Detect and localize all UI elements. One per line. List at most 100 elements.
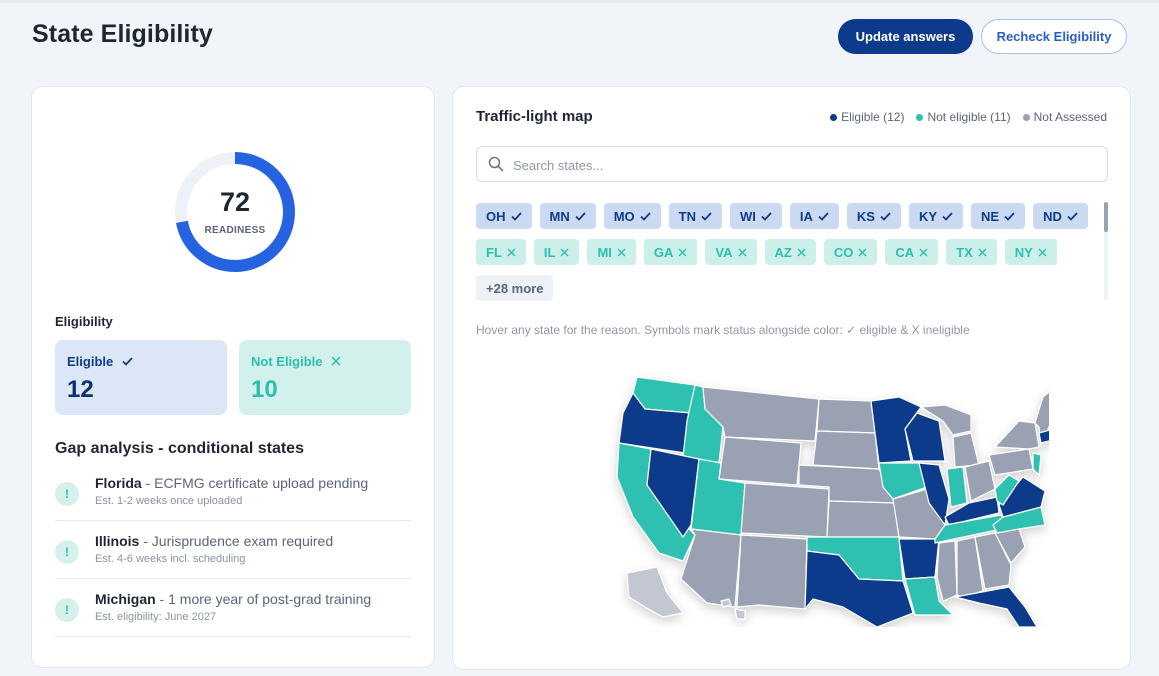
map-state-wi[interactable] <box>904 412 946 462</box>
state-chip-label: TX <box>956 244 973 260</box>
map-state-ma[interactable] <box>1038 429 1049 444</box>
state-chip-ga[interactable]: GA <box>643 239 698 265</box>
map-state-ar[interactable] <box>898 538 940 580</box>
map-state-ia[interactable] <box>878 462 928 500</box>
eligible-count-tile[interactable]: Eligible 12 <box>55 340 227 415</box>
legend-label: Not Assessed <box>1033 110 1107 124</box>
map-state-in[interactable] <box>946 466 968 508</box>
state-chip-label: VA <box>715 244 733 260</box>
map-state-ms[interactable] <box>936 540 958 602</box>
legend-dot <box>1022 113 1030 121</box>
map-state-co[interactable] <box>740 482 830 538</box>
state-chip-oh[interactable]: OH <box>476 203 532 229</box>
state-chip-wi[interactable]: WI <box>730 203 782 229</box>
map-state-wv[interactable] <box>994 474 1020 506</box>
state-chip-label: OH <box>486 208 506 224</box>
legend-not-eligible: Not eligible (11) <box>916 110 1011 124</box>
state-chip-label: KY <box>918 208 938 224</box>
us-traffic-light-map[interactable] <box>599 357 1049 627</box>
map-state-pa[interactable] <box>988 448 1034 476</box>
state-chip-il[interactable]: IL <box>533 239 580 265</box>
x-icon <box>617 248 626 256</box>
gap-analysis-title: Gap analysis - conditional states <box>55 440 304 457</box>
x-icon <box>797 248 806 256</box>
state-chip-fl[interactable]: FL <box>476 239 526 265</box>
gap-reason: - Jurisprudence exam required <box>139 533 334 549</box>
map-state-nj[interactable] <box>1032 452 1042 476</box>
check-icon <box>1067 211 1078 221</box>
state-chip-label: TN <box>678 208 697 224</box>
map-state-oh[interactable] <box>964 460 996 502</box>
state-chip-ks[interactable]: KS <box>846 203 901 229</box>
gap-estimate: Est. eligibility: June 2027 <box>95 611 217 623</box>
check-icon <box>942 211 953 221</box>
state-chip-ia[interactable]: IA <box>789 203 839 229</box>
not-eligible-count-tile[interactable]: Not Eligible 10 <box>239 340 411 415</box>
map-state-la[interactable] <box>904 576 954 616</box>
scroll-thumb[interactable] <box>1104 202 1108 232</box>
state-chip-label: IL <box>543 244 556 260</box>
gap-state-name: Illinois <box>95 533 140 549</box>
not-eligible-tile-label: Not Eligible <box>251 354 323 369</box>
map-card: Traffic-light map Eligible (12) Not elig… <box>452 86 1131 670</box>
state-chip-label: CO <box>833 244 854 260</box>
state-chip-nd[interactable]: ND <box>1033 203 1088 229</box>
legend-dot <box>916 113 924 121</box>
legend-not-assessed: Not Assessed <box>1022 110 1107 124</box>
state-chip-ny[interactable]: NY <box>1004 239 1057 265</box>
map-state-ks[interactable] <box>826 500 900 538</box>
state-chip-va[interactable]: VA <box>705 239 757 265</box>
state-chip-ne[interactable]: NE <box>971 203 1026 229</box>
state-chip-ky[interactable]: KY <box>908 203 964 229</box>
update-answers-button[interactable]: Update answers <box>838 19 973 54</box>
map-state-fl[interactable] <box>954 586 1038 627</box>
top-border <box>0 0 1159 3</box>
state-chip-mi[interactable]: MI <box>587 239 636 265</box>
legend-dot <box>830 113 838 121</box>
map-state-ak[interactable] <box>626 566 684 618</box>
readiness-card: 72 READINESS Eligibility Eligible 12 Not… <box>31 86 435 668</box>
state-chip-az[interactable]: AZ <box>764 239 816 265</box>
map-state-nd[interactable] <box>816 398 876 434</box>
state-chip-co[interactable]: CO <box>823 239 878 265</box>
check-icon <box>1004 211 1015 221</box>
eligible-tile-label: Eligible <box>67 354 114 369</box>
state-chip-mo[interactable]: MO <box>603 203 661 229</box>
state-chip-ca[interactable]: CA <box>885 239 939 265</box>
x-icon <box>738 248 747 256</box>
map-state-il[interactable] <box>918 462 950 526</box>
map-state-nv[interactable] <box>646 448 700 538</box>
state-chip-mn[interactable]: MN <box>539 203 596 229</box>
eligible-chip-row: OH MN MO TN WI IA KS KY NE ND <box>476 203 1088 229</box>
map-state-ny[interactable] <box>994 420 1040 450</box>
map-state-tx[interactable] <box>804 550 914 627</box>
map-state-nm[interactable] <box>736 534 808 610</box>
map-state-ky[interactable] <box>944 496 1000 526</box>
map-state-wy[interactable] <box>718 436 802 486</box>
state-chip-label: NY <box>1014 244 1033 260</box>
state-chip-tx[interactable]: TX <box>946 239 997 265</box>
eligibility-heading: Eligibility <box>55 314 113 329</box>
check-icon <box>122 357 133 366</box>
state-chip-label: IA <box>799 208 813 224</box>
gap-item-florida[interactable]: ! Florida - ECFMG certificate upload pen… <box>55 463 411 521</box>
eligible-count: 12 <box>67 376 94 403</box>
map-legend: Eligible (12) Not eligible (11) Not Asse… <box>830 110 1107 124</box>
state-chip-label: KS <box>856 208 875 224</box>
gap-state-name: Michigan <box>95 591 156 607</box>
gap-item-illinois[interactable]: ! Illinois - Jurisprudence exam required… <box>55 521 411 579</box>
recheck-eligibility-button[interactable]: Recheck Eligibility <box>981 19 1127 54</box>
map-state-mn[interactable] <box>870 396 922 464</box>
search-input[interactable] <box>513 153 1093 177</box>
warning-icon: ! <box>55 482 79 506</box>
map-state-sd[interactable] <box>812 430 880 470</box>
map-state-hi[interactable] <box>720 598 746 620</box>
chip-scrollbar[interactable] <box>1104 202 1108 300</box>
check-icon <box>818 211 829 221</box>
gap-item-michigan[interactable]: ! Michigan - 1 more year of post-grad tr… <box>55 579 411 637</box>
more-states-chip[interactable]: +28 more <box>476 275 554 301</box>
readiness-value: 72 <box>219 187 251 217</box>
state-chip-tn[interactable]: TN <box>668 203 723 229</box>
state-chip-label: MI <box>597 244 612 260</box>
x-icon <box>858 248 867 256</box>
